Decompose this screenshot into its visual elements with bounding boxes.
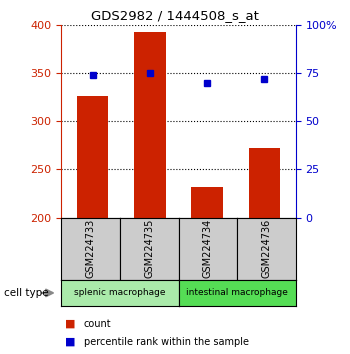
Text: ■: ■	[65, 337, 75, 347]
Text: splenic macrophage: splenic macrophage	[74, 289, 166, 297]
Text: GSM224733: GSM224733	[85, 219, 96, 278]
Bar	[248, 148, 280, 218]
Text: ■: ■	[65, 319, 75, 329]
Text: percentile rank within the sample: percentile rank within the sample	[84, 337, 249, 347]
Text: GSM224735: GSM224735	[144, 219, 154, 278]
Bar	[134, 32, 166, 218]
Bar	[191, 187, 223, 218]
Bar	[77, 96, 108, 218]
Text: cell type: cell type	[4, 288, 48, 298]
Text: GSM224734: GSM224734	[203, 219, 213, 278]
Text: GSM224736: GSM224736	[261, 219, 272, 278]
Text: intestinal macrophage: intestinal macrophage	[186, 289, 288, 297]
Text: GDS2982 / 1444508_s_at: GDS2982 / 1444508_s_at	[91, 9, 259, 22]
Text: count: count	[84, 319, 112, 329]
